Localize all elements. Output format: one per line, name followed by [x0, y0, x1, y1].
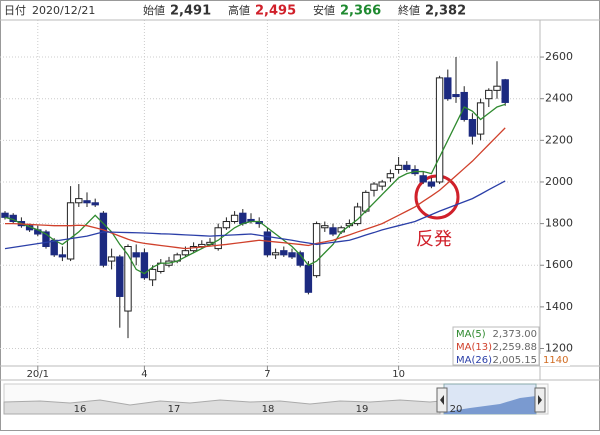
high-value: 2,495 — [255, 4, 296, 19]
candle-body — [403, 164, 411, 170]
candle-body — [99, 212, 108, 266]
open-label: 始値 — [143, 3, 165, 17]
navigator-label: 19 — [356, 404, 369, 415]
candle-body — [271, 252, 280, 256]
y-tick-label: 2200 — [545, 133, 573, 146]
y-tick-label: 2400 — [545, 92, 573, 105]
x-tick-label: 4 — [141, 369, 147, 380]
handle-arrow — [538, 395, 542, 405]
candle-body — [181, 250, 190, 256]
candle-body — [239, 212, 247, 225]
candle-body — [42, 231, 50, 248]
candle-body — [124, 246, 132, 312]
high-label: 高値 — [228, 3, 250, 17]
candle-body — [280, 250, 288, 256]
y-tick-label: 2000 — [545, 175, 573, 188]
candle-body — [501, 79, 509, 103]
y-tick-label: 1800 — [545, 217, 573, 230]
annotation: 反発 — [416, 229, 452, 250]
candle-body — [230, 214, 239, 223]
candle-body — [66, 202, 75, 260]
low-value: 2,366 — [340, 4, 381, 19]
ma-line — [5, 127, 506, 250]
extra-label-box — [540, 354, 570, 366]
legend-value: 2,005.15 — [492, 355, 537, 366]
candle-body — [444, 77, 452, 100]
x-tick-label: 7 — [264, 369, 270, 380]
legend-label: MA(26) — [456, 355, 492, 366]
candle-body — [1, 212, 9, 218]
x-tick-label: 20/1 — [27, 369, 49, 380]
candle-body — [493, 85, 501, 91]
navigator-label: 16 — [74, 404, 87, 415]
navigator — [3, 383, 549, 415]
date: 2020/12/21 — [32, 4, 95, 17]
candle-body — [58, 254, 67, 258]
candle-body — [107, 256, 116, 262]
candle-body — [386, 173, 395, 179]
candle-body — [263, 231, 272, 256]
candle-body — [476, 102, 485, 135]
candle-body — [288, 252, 296, 258]
candle-body — [83, 200, 91, 204]
open-value: 2,491 — [170, 4, 211, 19]
close-label: 終値 — [398, 3, 420, 17]
candle-body — [370, 183, 378, 191]
candle-body — [304, 264, 313, 293]
y-tick-label: 1600 — [545, 258, 573, 271]
header: 日付 2020/12/21 始値 2,491 高値 2,495 安値 2,366… — [4, 3, 466, 19]
candle-body — [91, 202, 99, 206]
candle-body — [50, 239, 58, 256]
candle-body — [419, 175, 427, 183]
extra-label: 1140 — [543, 355, 568, 366]
legend-value: 2,373.00 — [492, 329, 537, 340]
navigator-label: 20 — [450, 404, 463, 415]
candle-body — [75, 198, 83, 204]
candle-body — [452, 94, 460, 98]
candle-body — [222, 221, 231, 229]
candle-body — [148, 268, 157, 281]
navigator-label: 18 — [262, 404, 275, 415]
candle-body — [435, 77, 444, 183]
legend-box — [452, 326, 540, 366]
candle-body — [116, 256, 124, 297]
ma-line — [4, 103, 506, 275]
candle-body — [378, 181, 386, 187]
legend-label: MA(13) — [456, 342, 492, 353]
candle-body — [329, 227, 337, 235]
y-tick-label: 2600 — [545, 50, 573, 63]
close-value: 2,382 — [425, 4, 466, 19]
candle-body — [312, 223, 321, 277]
ma-line — [4, 180, 506, 250]
candle-body — [468, 119, 477, 137]
y-tick-label: 1400 — [545, 300, 573, 313]
navigator-window-area — [444, 396, 536, 414]
candle-body — [485, 89, 493, 100]
candle-body — [321, 225, 329, 229]
candle-body — [427, 181, 436, 187]
candle-body — [140, 252, 149, 279]
y-tick-label: 1200 — [545, 342, 573, 355]
candle-body — [460, 91, 468, 121]
x-tick-label: 10 — [392, 369, 405, 380]
legend-label: MA(5) — [456, 329, 486, 340]
date-label: 日付 — [4, 4, 26, 17]
candle-body — [132, 252, 140, 258]
navigator-label: 17 — [168, 404, 181, 415]
candle-body — [394, 164, 403, 170]
low-label: 安値 — [313, 3, 335, 17]
legend-value: 2,259.88 — [492, 342, 537, 353]
handle-arrow — [440, 395, 444, 405]
